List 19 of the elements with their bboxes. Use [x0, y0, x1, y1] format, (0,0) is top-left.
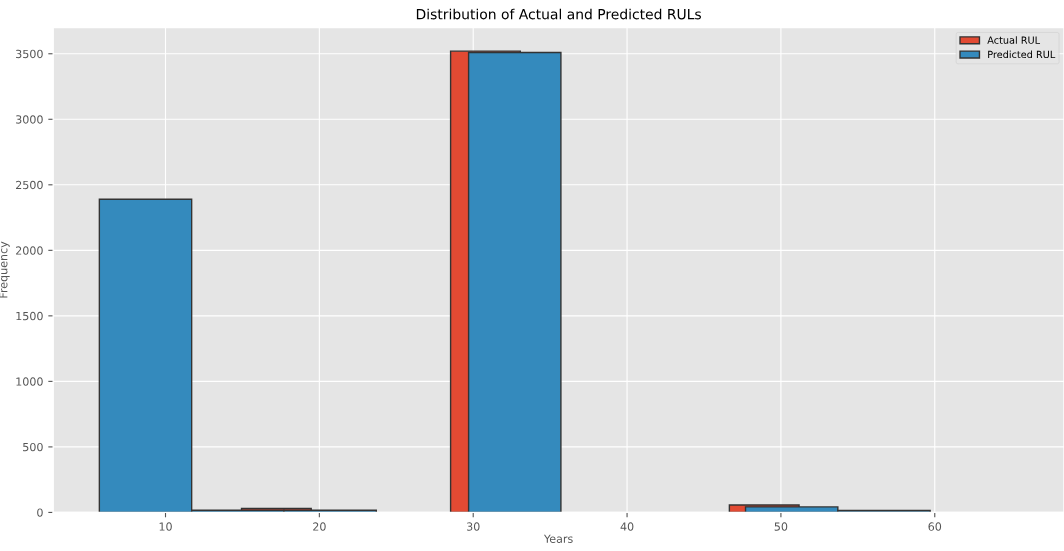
x-tick-label: 10: [159, 522, 172, 531]
y-tick-label: 1500: [16, 311, 43, 321]
y-tick-label: 1000: [16, 377, 43, 386]
y-axis-title: Frequency: [0, 241, 10, 298]
x-tick-label: 60: [928, 522, 942, 531]
y-tick-label: 2500: [16, 180, 43, 190]
x-tick-label: 50: [774, 522, 788, 531]
chart-title: Distribution of Actual and Predicted RULs: [416, 8, 701, 20]
x-axis-title: Years: [543, 534, 573, 543]
y-tick-label: 2000: [16, 246, 43, 255]
x-tick-label: 30: [466, 522, 480, 531]
y-tick-label: 500: [23, 442, 43, 452]
y-tick-label: 3000: [16, 115, 43, 124]
legend-label: Predicted RUL: [988, 50, 1056, 59]
x-tick-label: 40: [620, 522, 634, 531]
y-tick-label: 3500: [16, 49, 43, 59]
legend-label: Actual RUL: [987, 36, 1041, 44]
x-tick-label: 20: [313, 522, 326, 531]
y-tick-label: 0: [37, 508, 43, 517]
